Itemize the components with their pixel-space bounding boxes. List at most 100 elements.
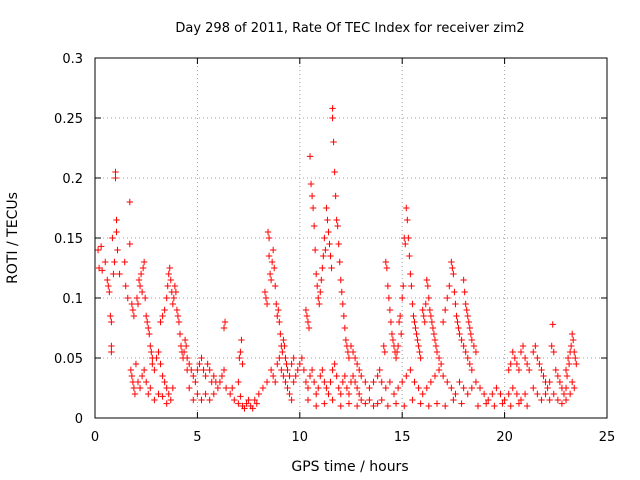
data-point [450,396,457,404]
data-point [343,384,351,392]
data-point [428,318,436,326]
data-point [315,384,322,392]
data-point [476,384,484,392]
data-point [278,366,285,374]
data-point [266,270,274,278]
data-point [544,384,551,392]
data-point [384,402,392,410]
y-tick-label: 0.2 [62,172,83,187]
data-point [420,312,427,320]
data-point [130,384,138,392]
data-point [331,168,338,176]
data-point [98,267,106,274]
data-point [155,348,162,356]
x-tick-label: 10 [292,430,309,445]
x-tick-label: 0 [91,430,99,445]
data-point [159,372,166,380]
data-point [317,288,324,296]
data-point [351,354,359,362]
data-point [383,264,391,272]
data-point [104,276,111,284]
data-point [554,372,562,380]
data-point [151,396,158,404]
data-point [370,378,377,386]
data-point [412,324,419,332]
data-point [262,294,270,302]
data-point [202,372,209,380]
data-point [562,396,570,404]
data-point [468,336,476,344]
data-point [562,384,570,392]
data-point [190,372,197,380]
data-point [444,378,451,386]
data-point [340,312,348,320]
data-point [336,258,343,266]
data-point [452,390,459,398]
data-point [540,372,547,380]
data-point [111,258,118,266]
data-point [404,216,411,224]
data-point [405,234,412,242]
data-point [335,240,342,248]
data-point [549,321,556,328]
data-point [442,402,449,410]
data-point [353,384,361,392]
data-point [474,402,482,410]
data-point [464,390,471,398]
data-point [126,240,134,248]
data-point [411,318,418,326]
data-point [321,378,328,386]
data-point [134,378,142,386]
data-point [163,294,170,302]
data-point [113,216,120,224]
data-point [390,390,398,398]
data-point [251,396,258,404]
data-point [163,400,170,407]
data-point [167,396,174,404]
data-point [323,384,330,392]
data-point [296,360,303,368]
data-point [366,396,373,404]
data-point [221,318,229,326]
data-point [366,384,373,392]
data-point [136,384,144,392]
data-point [407,366,414,374]
data-point [327,378,334,386]
data-point [166,264,173,272]
data-point [167,276,174,284]
data-point [410,312,417,320]
data-point [560,390,568,398]
data-point [210,390,217,398]
data-point [435,354,443,362]
data-point [461,288,468,296]
data-point [146,330,153,338]
data-point [442,306,449,314]
data-point [148,348,155,356]
data-point [284,366,291,374]
data-point [298,354,306,362]
data-point [424,282,431,290]
data-point [188,366,195,374]
data-point [427,378,435,386]
data-point [387,318,395,326]
data-point [489,390,496,398]
data-point [281,342,288,350]
y-tick-label: 0 [75,412,83,427]
data-point [525,366,533,374]
data-point [106,288,113,296]
data-point [501,396,508,404]
data-point [192,378,199,386]
data-point [414,336,421,344]
data-point [347,342,355,350]
data-point [534,354,541,362]
data-point [226,390,234,398]
data-point [194,366,201,374]
data-point [304,384,312,392]
data-point [329,105,336,112]
data-point [161,378,168,386]
y-tick-label: 0.05 [54,352,83,367]
data-point [384,282,392,290]
data-point [284,384,291,392]
data-point [378,378,385,386]
data-point [174,312,182,320]
